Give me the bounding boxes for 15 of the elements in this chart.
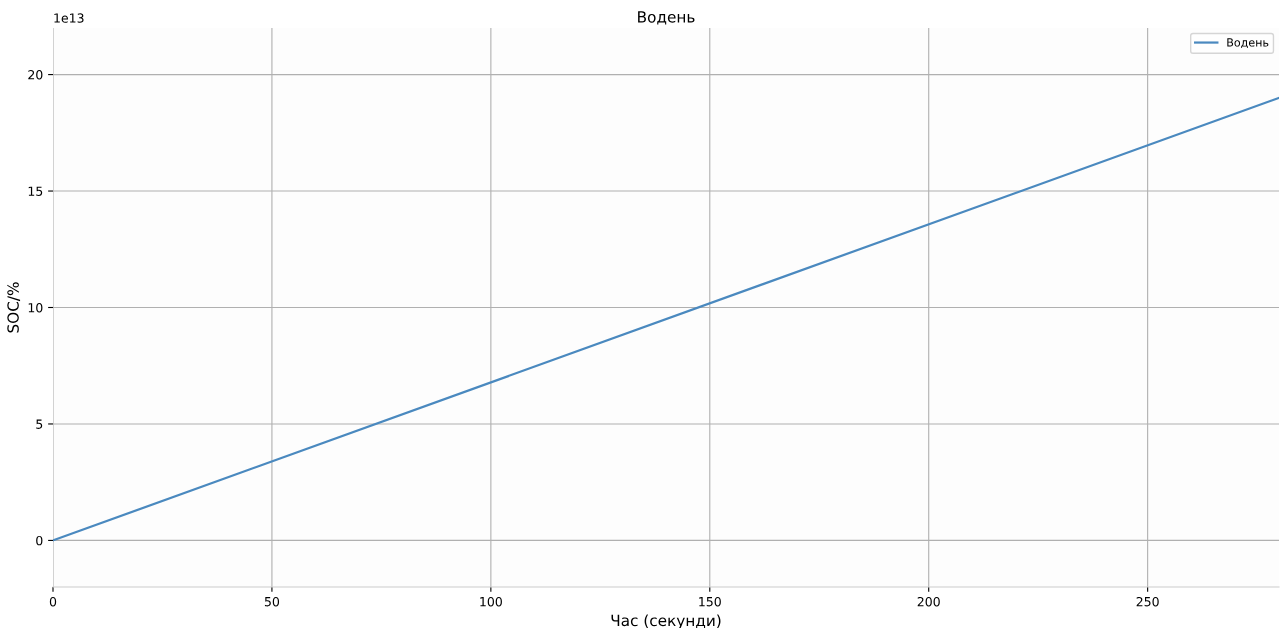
chart-title: Водень bbox=[638, 11, 695, 25]
x-tick-label: 150 bbox=[699, 596, 721, 607]
x-tick-label: 100 bbox=[480, 596, 502, 607]
x-tick-label: 250 bbox=[1136, 596, 1159, 607]
legend-label: Водень bbox=[1227, 38, 1269, 48]
y-tick-label: 20 bbox=[28, 70, 43, 80]
y-tick-label: 15 bbox=[28, 186, 43, 196]
y-tick-label: 0 bbox=[36, 535, 43, 546]
x-tick-label: 0 bbox=[49, 596, 57, 607]
x-tick-label: 50 bbox=[264, 596, 280, 607]
x-tick-label: 200 bbox=[917, 596, 940, 607]
text: 1e13 bbox=[54, 13, 84, 23]
y-axis-title: SOC/% bbox=[7, 282, 21, 333]
y-tick-label: 10 bbox=[28, 302, 43, 313]
y-tick-label: 5 bbox=[36, 419, 43, 429]
